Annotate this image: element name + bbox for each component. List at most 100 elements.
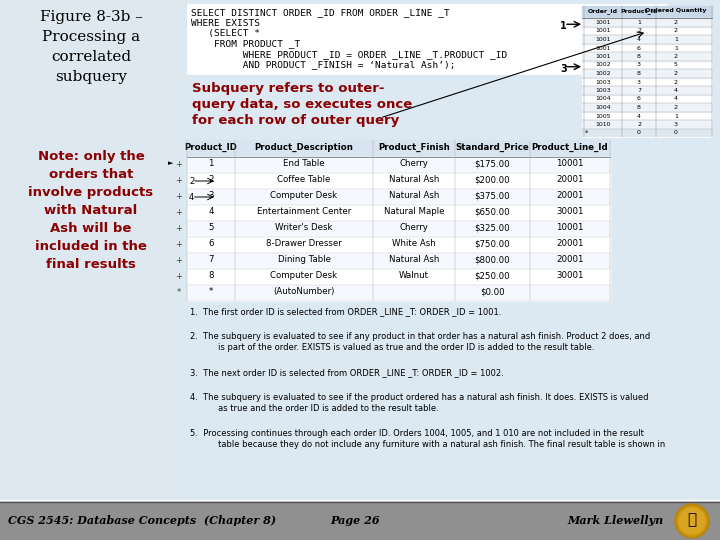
Text: 4: 4 (674, 88, 678, 93)
Circle shape (675, 504, 709, 538)
Text: 0: 0 (637, 130, 641, 134)
Text: 1001: 1001 (595, 29, 611, 33)
Text: 3: 3 (637, 63, 641, 68)
Text: 10001: 10001 (557, 223, 584, 232)
Text: Note: only the: Note: only the (37, 150, 145, 163)
Text: 8: 8 (208, 271, 214, 280)
Bar (187, 205, 610, 221)
Text: 2: 2 (189, 177, 194, 186)
Text: End Table: End Table (283, 159, 325, 168)
Text: 2: 2 (674, 105, 678, 110)
Text: WHERE PRODUCT _ID = ORDER _LINE _T.PRODUCT _ID: WHERE PRODUCT _ID = ORDER _LINE _T.PRODU… (191, 50, 508, 59)
Bar (187, 285, 610, 301)
Text: (SELECT *: (SELECT * (191, 29, 260, 38)
Text: 1: 1 (208, 159, 214, 168)
Text: 2: 2 (674, 79, 678, 84)
Text: 1003: 1003 (595, 79, 611, 84)
Text: *: * (177, 288, 181, 297)
Bar (187, 253, 610, 269)
Bar (582, 103, 712, 111)
Text: 8: 8 (637, 54, 641, 59)
Text: 1010: 1010 (595, 122, 611, 127)
Bar (582, 52, 712, 60)
Text: 10001: 10001 (557, 159, 584, 168)
Text: 20001: 20001 (557, 175, 584, 184)
Text: Product_Description: Product_Description (255, 143, 354, 152)
Text: Natural Ash: Natural Ash (389, 191, 439, 200)
Text: 20001: 20001 (557, 239, 584, 248)
Text: Natural Ash: Natural Ash (389, 255, 439, 264)
Bar (182, 0, 720, 500)
Text: Dining Table: Dining Table (277, 255, 330, 264)
Text: Ordered Quantity: Ordered Quantity (645, 8, 707, 13)
Text: $800.00: $800.00 (474, 255, 510, 264)
Text: 1002: 1002 (595, 71, 611, 76)
Text: FROM PRODUCT _T: FROM PRODUCT _T (191, 39, 300, 49)
Text: Ash will be: Ash will be (50, 222, 132, 235)
Bar (582, 35, 712, 44)
Text: $750.00: $750.00 (474, 239, 510, 248)
Text: Cherry: Cherry (400, 223, 428, 232)
Text: $0.00: $0.00 (480, 287, 505, 296)
Text: orders that: orders that (49, 168, 133, 181)
Text: ►: ► (168, 160, 174, 166)
Text: 4: 4 (189, 193, 194, 202)
Text: +: + (176, 224, 182, 233)
Text: query data, so executes once: query data, so executes once (192, 98, 413, 111)
Text: 0: 0 (674, 130, 678, 134)
Text: Writer's Desk: Writer's Desk (275, 223, 333, 232)
Text: +: + (176, 240, 182, 249)
Text: Walnut: Walnut (399, 271, 429, 280)
Bar (187, 140, 610, 157)
Bar (187, 157, 610, 173)
Text: Product_ID: Product_ID (184, 143, 238, 152)
Text: 4: 4 (674, 97, 678, 102)
Bar (187, 269, 610, 285)
Text: +: + (176, 160, 182, 169)
Text: 2: 2 (674, 71, 678, 76)
Text: 2: 2 (674, 54, 678, 59)
Text: 2: 2 (637, 122, 641, 127)
Text: 2: 2 (208, 175, 214, 184)
Bar (187, 221, 610, 237)
Text: +: + (176, 176, 182, 185)
Text: WHERE EXISTS: WHERE EXISTS (191, 18, 260, 28)
Text: 1004: 1004 (595, 97, 611, 102)
Text: 7: 7 (637, 88, 641, 93)
Text: 3: 3 (674, 122, 678, 127)
Text: $650.00: $650.00 (474, 207, 510, 216)
Bar (187, 140, 610, 301)
Text: 8-Drawer Dresser: 8-Drawer Dresser (266, 239, 342, 248)
Bar (582, 129, 712, 136)
Text: 5.  Processing continues through each order ID. Orders 1004, 1005, and 1 010 are: 5. Processing continues through each ord… (190, 429, 644, 438)
Text: 1005: 1005 (595, 113, 611, 118)
Text: AND PRODUCT _FINISH = ‘Natural Ash’);: AND PRODUCT _FINISH = ‘Natural Ash’); (191, 60, 456, 70)
Text: $375.00: $375.00 (474, 191, 510, 200)
Text: Entertainment Center: Entertainment Center (257, 207, 351, 216)
Bar (582, 6, 712, 137)
Bar (582, 18, 712, 26)
Text: 20001: 20001 (557, 255, 584, 264)
Text: 20001: 20001 (557, 191, 584, 200)
Text: 1: 1 (674, 45, 678, 51)
Bar (187, 173, 610, 189)
Text: Computer Desk: Computer Desk (271, 271, 338, 280)
Text: White Ash: White Ash (392, 239, 436, 248)
Text: for each row of outer query: for each row of outer query (192, 114, 400, 127)
Text: 1003: 1003 (595, 88, 611, 93)
Text: +: + (176, 208, 182, 217)
Text: 3: 3 (560, 64, 567, 74)
Text: 🦅: 🦅 (688, 512, 696, 528)
Text: Subquery refers to outer-: Subquery refers to outer- (192, 82, 384, 95)
Text: 2.  The subquery is evaluated to see if any product in that order has a natural : 2. The subquery is evaluated to see if a… (190, 332, 650, 341)
Text: 4: 4 (208, 207, 214, 216)
Bar (0, 0, 182, 500)
Text: 3.  The next order ID is selected from ORDER _LINE _T: ORDER _ID = 1002.: 3. The next order ID is selected from OR… (190, 368, 504, 377)
Text: 4.  The subquery is evaluated to see if the product ordered has a natural ash fi: 4. The subquery is evaluated to see if t… (190, 393, 649, 402)
Text: with Natural: with Natural (45, 204, 138, 217)
Text: 3: 3 (637, 79, 641, 84)
Text: Mark Llewellyn: Mark Llewellyn (567, 516, 663, 526)
Text: 8: 8 (637, 71, 641, 76)
Text: 6: 6 (208, 239, 214, 248)
Text: Page 26: Page 26 (330, 516, 380, 526)
